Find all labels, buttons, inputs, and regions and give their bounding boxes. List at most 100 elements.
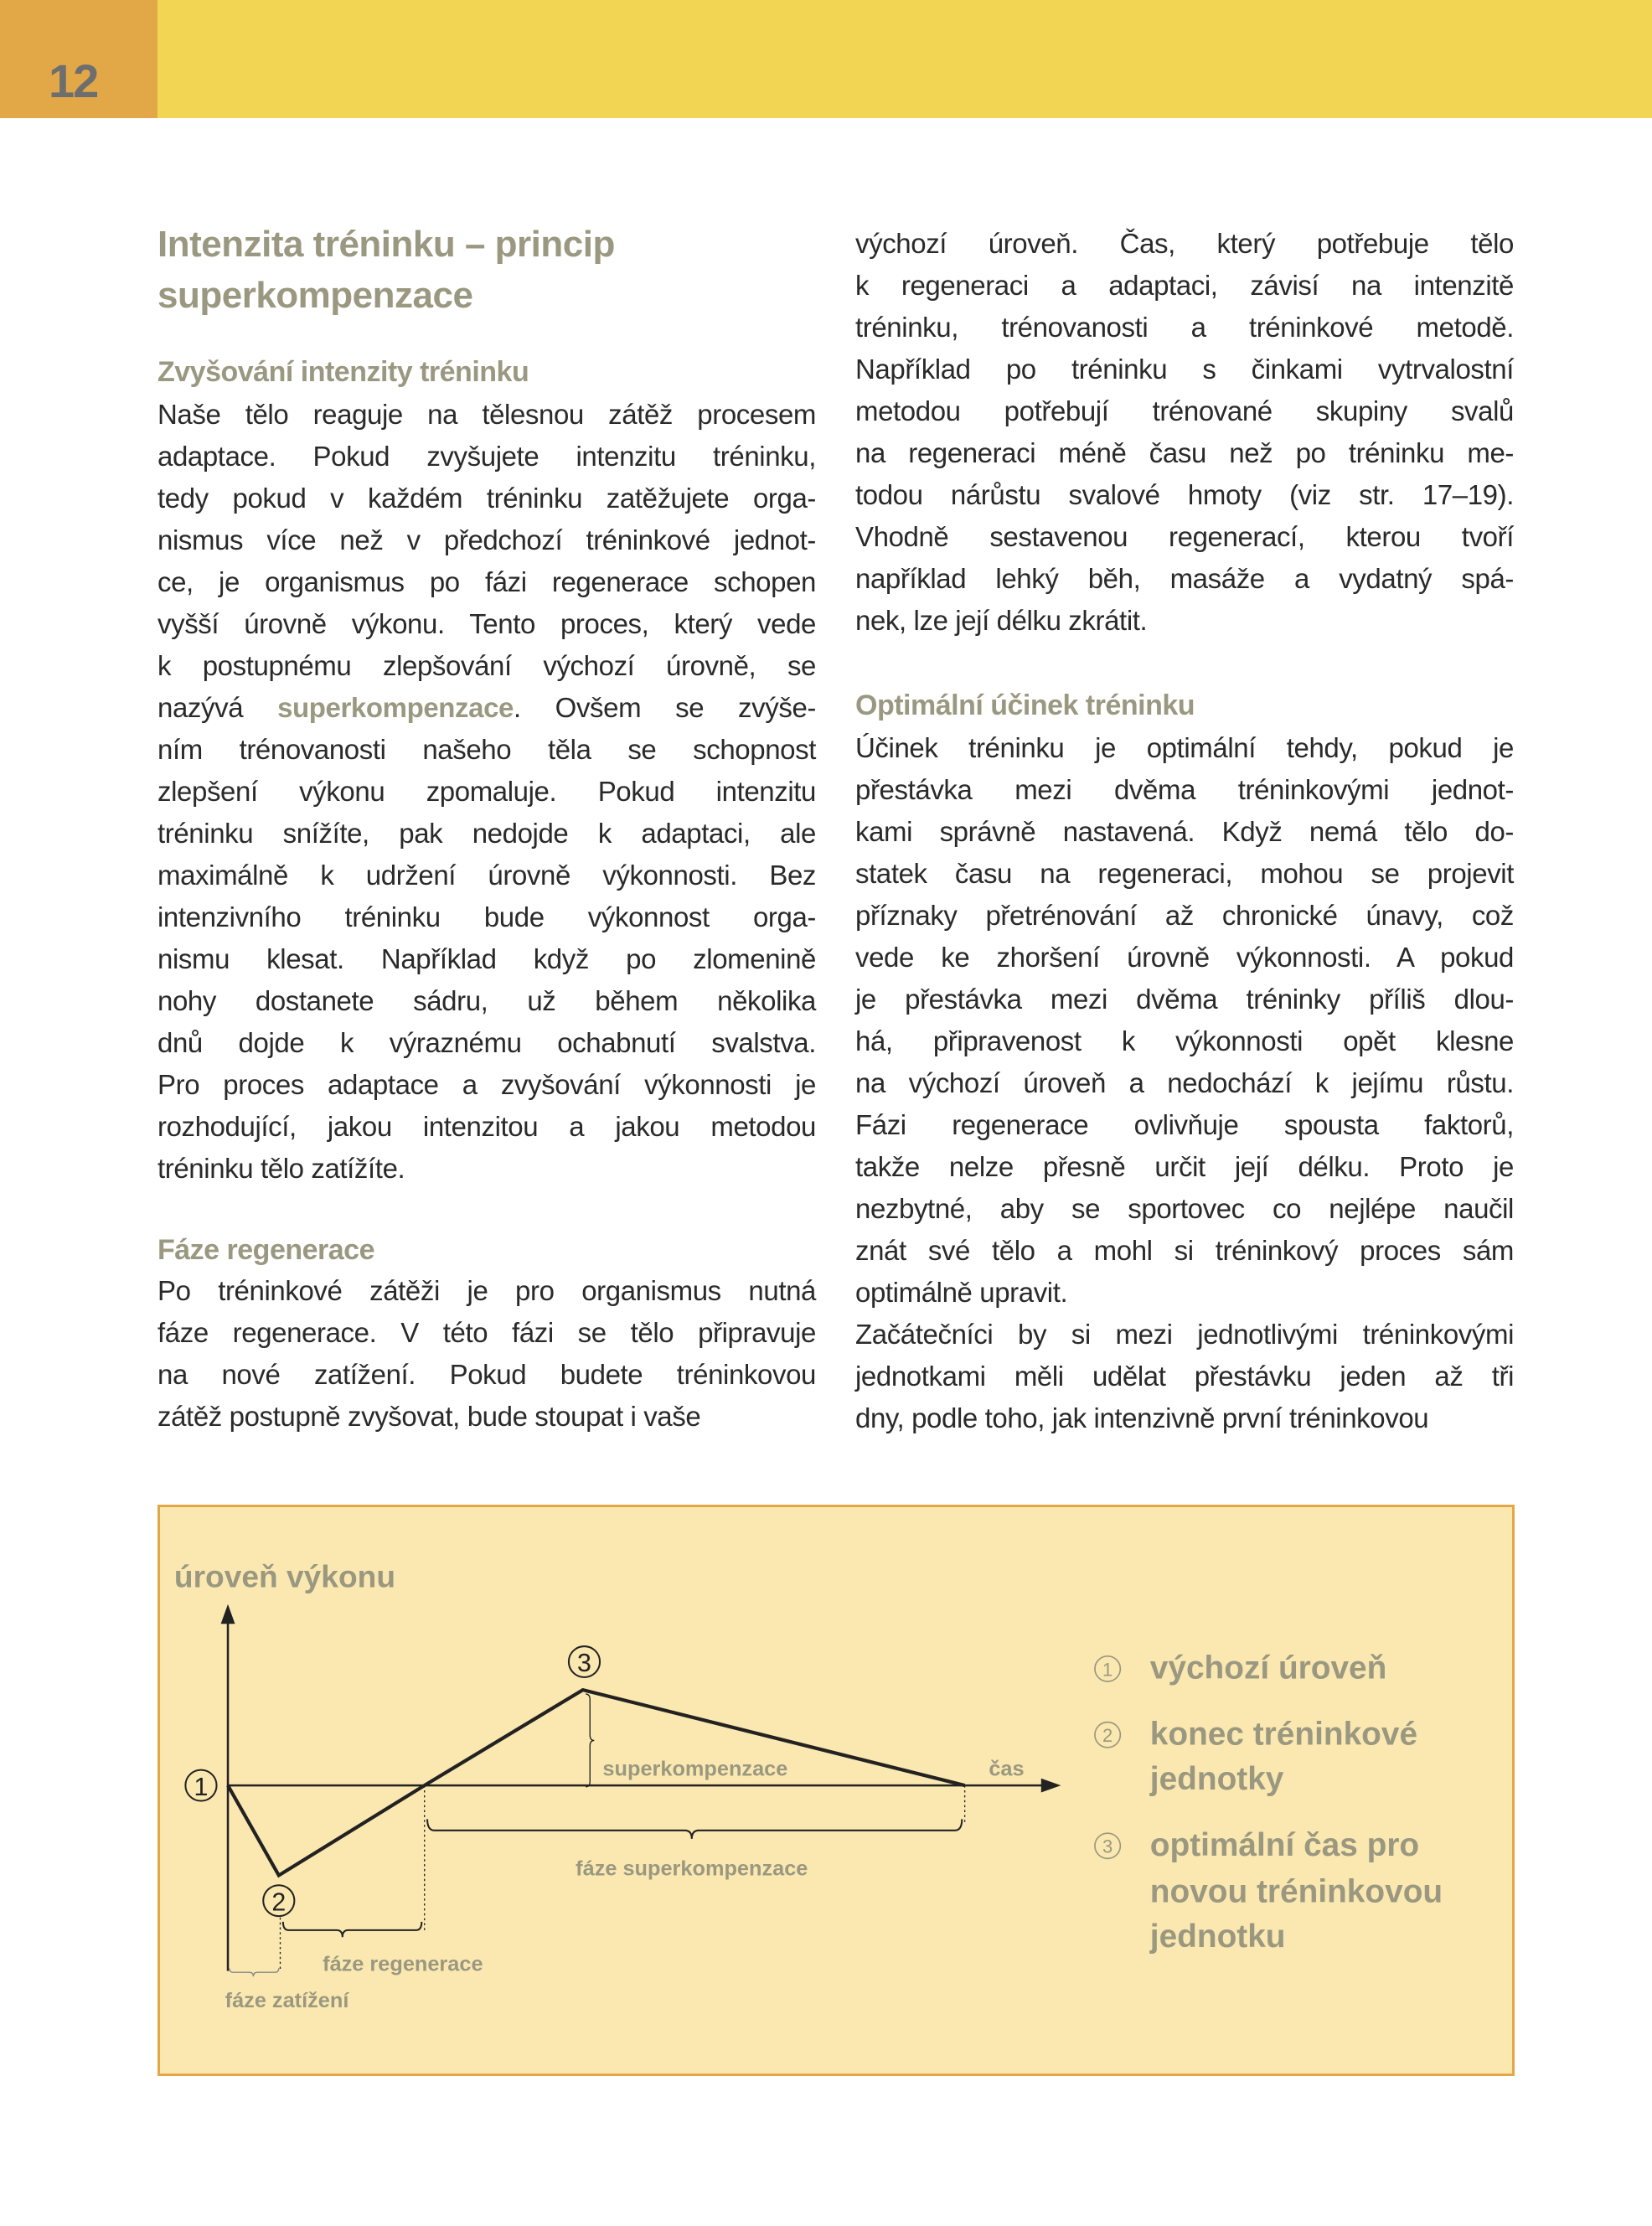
- legend-label: optimální čas pro: [1150, 1827, 1419, 1863]
- text-line: například lehký běh, masáže a vydatný sp…: [855, 563, 1514, 594]
- text-run: nazývá: [157, 692, 278, 723]
- marker-2: 2: [262, 1884, 296, 1918]
- text-line: intenzivního tréninku bude výkonnost org…: [157, 901, 816, 932]
- text-line: vede ke zhoršení úrovně výkonnosti. A po…: [855, 942, 1514, 973]
- text-line: dny, podle toho, jak intenzivně první tr…: [855, 1402, 1429, 1433]
- legend-label: novou tréninkovou: [1150, 1873, 1443, 1909]
- text-line: Po tréninkové zátěži je pro organismus n…: [157, 1275, 816, 1306]
- y-axis-label: úroveň výkonu: [174, 1559, 395, 1594]
- text-line: adaptace. Pokud zvyšujete intenzitu trén…: [157, 441, 816, 472]
- text-line: je přestávka mezi dvěma tréninky příliš …: [855, 984, 1514, 1015]
- paragraph: Po tréninkové zátěži je pro organismus n…: [157, 1270, 816, 1438]
- text-line: kami správně nastavená. Když nemá tělo d…: [855, 816, 1514, 847]
- text-line: příznaky přetrénování až chronické únavy…: [855, 900, 1514, 931]
- text-line: Například po tréninku s činkami vytrvalo…: [855, 354, 1514, 385]
- section-heading: Fáze regenerace: [157, 1234, 375, 1266]
- text-line: tréninku, trénovanosti a tréninkové meto…: [855, 312, 1514, 343]
- text-line: há, připravenost k výkonnosti opět klesn…: [855, 1025, 1514, 1056]
- text-line: znát své tělo a mohl si tréninkový proce…: [855, 1235, 1514, 1266]
- title-line: Intenzita tréninku – princip: [157, 224, 615, 265]
- legend-label: konec tréninkové: [1150, 1717, 1417, 1753]
- supercompensation-diagram: úroveň výkonu čas 1 2 3 superkompenzace …: [157, 1505, 1515, 2076]
- text-line: ním trénovanosti našeho těla se schopnos…: [157, 734, 816, 765]
- text-line: nek, lze její délku zkrátit.: [855, 605, 1148, 636]
- text-line: tréninku tělo zatížíte.: [157, 1153, 405, 1184]
- supercompensation-phase-brace: [426, 1819, 963, 1839]
- paragraph: Začátečníci by si mezi jednotlivými trén…: [855, 1314, 1514, 1439]
- legend-label: výchozí úroveň: [1150, 1650, 1387, 1686]
- text-line: jednotkami měli udělat přestávku jeden a…: [855, 1361, 1514, 1392]
- text-line: nezbytné, aby se sportovec co nejlépe na…: [855, 1193, 1514, 1224]
- paragraph: Účinek tréninku je optimální tehdy, poku…: [855, 727, 1514, 1314]
- text-line: ce, je organismus po fázi regenerace sch…: [157, 566, 816, 597]
- section-heading: Optimální účinek tréninku: [855, 689, 1195, 721]
- legend-label: jednotky: [1149, 1761, 1284, 1797]
- load-phase-label: fáze zatížení: [225, 1989, 350, 2012]
- marker-3: 3: [567, 1645, 601, 1678]
- text-line: Začátečníci by si mezi jednotlivými trén…: [855, 1319, 1514, 1350]
- header-bar: [0, 0, 1652, 118]
- text-line: zátěž postupně zvyšovat, bude stoupat i …: [157, 1401, 701, 1432]
- text-line: výchozí úroveň. Čas, který potřebuje těl…: [855, 228, 1514, 259]
- svg-text:2: 2: [1102, 1725, 1113, 1746]
- legend-item-3: 3 optimální čas pro novou tréninkovou je…: [1094, 1827, 1443, 1955]
- paragraph: Naše tělo reaguje na tělesnou zátěž proc…: [157, 394, 816, 1190]
- text-line: Fázi regenerace ovlivňuje spousta faktor…: [855, 1109, 1514, 1140]
- legend: 1 výchozí úroveň 2 konec tréninkové jedn…: [1094, 1650, 1443, 1955]
- superkompenzace-brace: [586, 1693, 595, 1788]
- load-phase-brace: [229, 1968, 280, 1977]
- marker-1: 1: [184, 1769, 218, 1802]
- svg-text:1: 1: [1102, 1659, 1113, 1680]
- text-line: vyšší úrovně výkonu. Tento proces, který…: [157, 608, 816, 639]
- highlighted-term: superkompenzace: [277, 692, 514, 723]
- page-number-tab: 12: [0, 0, 157, 118]
- text-line: todou nárůstu svalové hmoty (viz str. 17…: [855, 479, 1514, 510]
- text-line: zlepšení výkonu zpomaluje. Pokud intenzi…: [157, 776, 816, 807]
- text-line: Účinek tréninku je optimální tehdy, poku…: [855, 732, 1514, 763]
- supercompensation-phase-label: fáze superkompenzace: [576, 1857, 808, 1881]
- text-line: fáze regenerace. V této fázi se tělo při…: [157, 1317, 816, 1348]
- performance-curve: [226, 1687, 966, 1878]
- svg-text:3: 3: [1102, 1836, 1113, 1857]
- text-line: k regeneraci a adaptaci, závisí na inten…: [855, 270, 1514, 301]
- text-line: metodou potřebují trénované skupiny sval…: [855, 395, 1514, 426]
- text-line: k postupnému zlepšování výchozí úrovně, …: [157, 650, 816, 681]
- text-run: . Ovšem se zvýše-: [514, 692, 816, 723]
- diagram-canvas: úroveň výkonu čas 1 2 3 superkompenzace …: [174, 1559, 1443, 2012]
- text-line: nismus více než v předchozí tréninkové j…: [157, 524, 816, 555]
- text-line: dnů dojde k výraznému ochabnutí svalstva…: [157, 1027, 816, 1058]
- regeneration-phase-brace: [281, 1921, 423, 1938]
- text-line: Naše tělo reaguje na tělesnou zátěž proc…: [157, 399, 816, 430]
- text-line: Pro proces adaptace a zvyšování výkonnos…: [157, 1069, 816, 1100]
- text-line: rozhodující, jakou intenzitou a jakou me…: [157, 1111, 816, 1142]
- legend-item-1: 1 výchozí úroveň: [1094, 1650, 1387, 1686]
- svg-text:1: 1: [194, 1774, 209, 1801]
- text-line: takže nelze přesně určit její délku. Pro…: [855, 1151, 1514, 1182]
- text-line: nismu klesat. Například když po zlomenin…: [157, 943, 816, 974]
- x-axis-label: čas: [989, 1757, 1024, 1780]
- text-line: na výchozí úroveň a nedochází k jejímu r…: [855, 1067, 1514, 1098]
- article-title: Intenzita tréninku – princip superkompen…: [157, 219, 828, 321]
- text-line: přestávka mezi dvěma tréninkovými jednot…: [855, 774, 1514, 805]
- text-line: na regeneraci méně času než po tréninku …: [855, 437, 1514, 468]
- text-line: nazývá superkompenzace. Ovšem se zvýše-: [157, 687, 816, 729]
- text-line: optimálně upravit.: [855, 1277, 1068, 1308]
- section-heading: Zvyšování intenzity tréninku: [157, 356, 529, 388]
- superkompenzace-label: superkompenzace: [602, 1757, 787, 1780]
- regeneration-phase-label: fáze regenerace: [323, 1953, 483, 1976]
- text-line: nohy dostanete sádru, už během několika: [157, 985, 816, 1016]
- title-line: superkompenzace: [157, 275, 473, 316]
- text-line: na nové zatížení. Pokud budete tréninkov…: [157, 1359, 816, 1390]
- x-axis-arrow-icon: [1040, 1778, 1061, 1793]
- text-line: tréninku snížíte, pak nedojde k adaptaci…: [157, 818, 816, 849]
- svg-text:2: 2: [271, 1889, 286, 1917]
- paragraph: výchozí úroveň. Čas, který potřebuje těl…: [855, 223, 1514, 642]
- page-number: 12: [49, 54, 99, 107]
- text-line: Vhodně sestavenou regenerací, kterou tvo…: [855, 521, 1514, 552]
- text-line: maximálně k udržení úrovně výkonnosti. B…: [157, 860, 816, 891]
- text-line: tedy pokud v každém tréninku zatěžujete …: [157, 483, 816, 514]
- text-line: statek času na regeneraci, mohou se proj…: [855, 858, 1514, 889]
- svg-text:3: 3: [577, 1650, 591, 1677]
- y-axis-arrow-icon: [220, 1604, 235, 1624]
- legend-item-2: 2 konec tréninkové jednotky: [1094, 1717, 1417, 1797]
